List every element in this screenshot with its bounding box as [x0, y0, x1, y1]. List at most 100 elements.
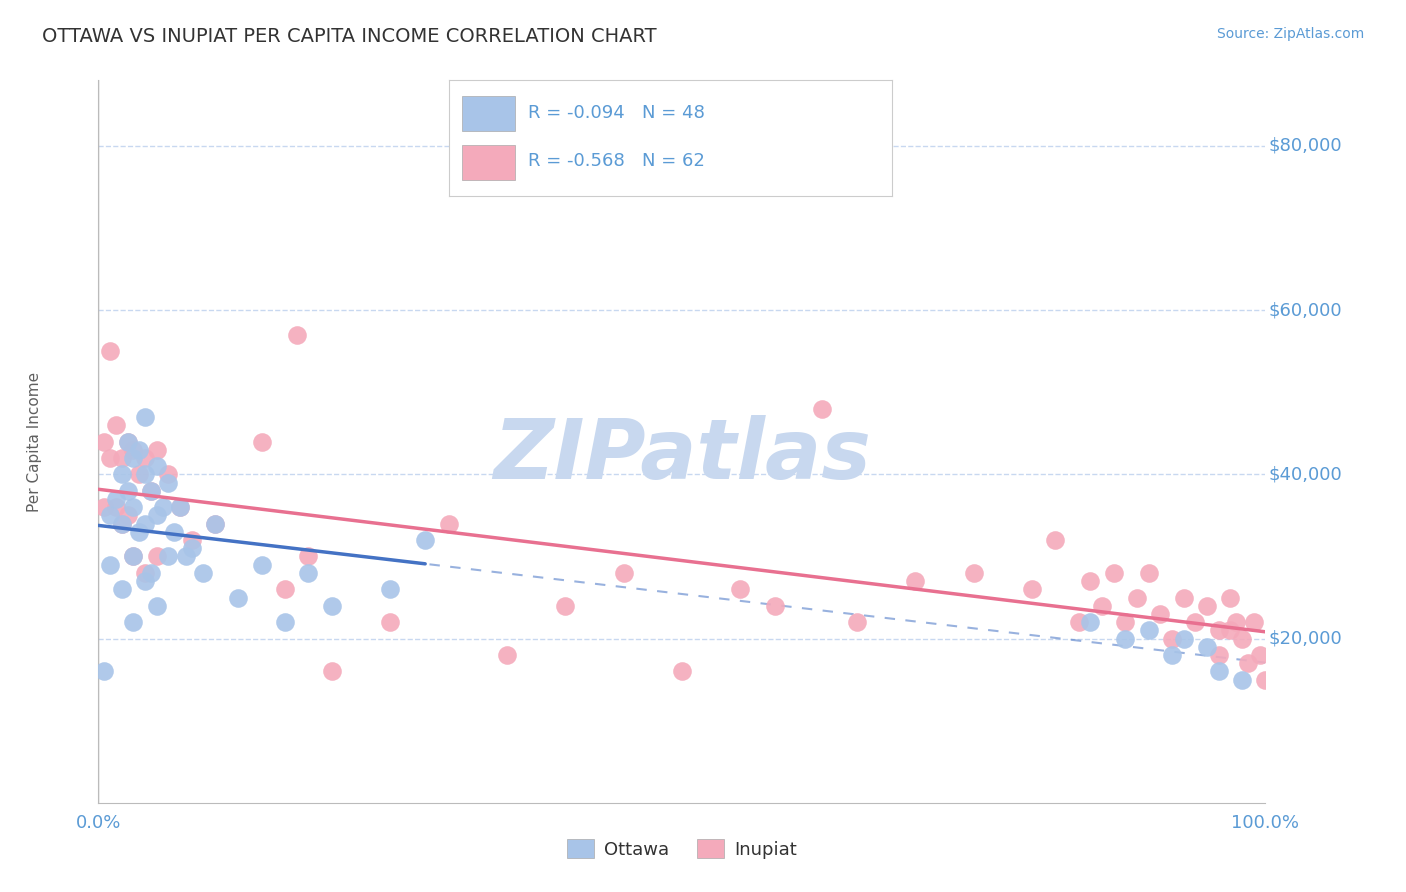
Point: [128, 524, 150, 539]
Point: [1254, 673, 1277, 687]
Point: [163, 524, 186, 539]
Point: [111, 450, 134, 465]
Point: [1080, 574, 1102, 588]
Point: [104, 500, 127, 515]
Point: [1208, 624, 1230, 638]
Point: [1045, 533, 1067, 547]
Point: [180, 533, 202, 547]
Point: [111, 516, 134, 531]
Point: [321, 599, 343, 613]
Text: $40,000: $40,000: [1268, 466, 1343, 483]
Point: [1230, 673, 1253, 687]
Point: [1230, 632, 1253, 646]
Text: $20,000: $20,000: [1268, 630, 1343, 648]
Point: [146, 599, 169, 613]
Point: [146, 459, 169, 474]
Point: [1080, 615, 1102, 630]
Point: [274, 582, 297, 597]
Point: [169, 500, 191, 515]
Point: [128, 442, 150, 457]
Point: [763, 599, 786, 613]
Point: [146, 549, 169, 564]
Point: [274, 615, 297, 630]
Point: [128, 467, 150, 482]
Point: [117, 434, 139, 449]
Point: [1237, 657, 1260, 671]
Point: [111, 467, 134, 482]
Point: [204, 516, 226, 531]
Point: [1195, 599, 1218, 613]
Legend: Ottawa, Inupiat: Ottawa, Inupiat: [560, 832, 804, 866]
Point: [1114, 615, 1136, 630]
Point: [380, 582, 402, 597]
Point: [204, 516, 226, 531]
Point: [1208, 648, 1230, 662]
Point: [93, 434, 115, 449]
Point: [1137, 566, 1160, 580]
Text: Source: ZipAtlas.com: Source: ZipAtlas.com: [1216, 27, 1364, 41]
Point: [437, 516, 460, 531]
Point: [228, 591, 250, 605]
Point: [139, 483, 162, 498]
Point: [1149, 607, 1171, 621]
Point: [1249, 648, 1271, 662]
Point: [1126, 591, 1149, 605]
Point: [1173, 632, 1195, 646]
Point: [111, 582, 134, 597]
Point: [134, 516, 156, 531]
Point: [98, 558, 121, 572]
Point: [1195, 640, 1218, 654]
Point: [1225, 615, 1247, 630]
Point: [134, 450, 156, 465]
Point: [730, 582, 752, 597]
Point: [93, 500, 115, 515]
Point: [380, 615, 402, 630]
Point: [134, 467, 156, 482]
Point: [496, 648, 519, 662]
Point: [152, 500, 174, 515]
Point: [98, 450, 121, 465]
Point: [671, 665, 693, 679]
Text: OTTAWA VS INUPIAT PER CAPITA INCOME CORRELATION CHART: OTTAWA VS INUPIAT PER CAPITA INCOME CORR…: [42, 27, 657, 45]
Point: [1173, 591, 1195, 605]
Point: [846, 615, 869, 630]
Point: [139, 566, 162, 580]
Point: [962, 566, 984, 580]
Text: Per Capita Income: Per Capita Income: [27, 371, 42, 512]
Point: [285, 327, 308, 342]
Point: [169, 500, 191, 515]
Point: [146, 508, 169, 523]
Point: [122, 615, 145, 630]
Point: [193, 566, 215, 580]
Point: [134, 566, 156, 580]
Point: [1208, 665, 1230, 679]
Point: [1021, 582, 1043, 597]
Point: [904, 574, 927, 588]
Text: $80,000: $80,000: [1268, 137, 1343, 155]
Point: [1161, 632, 1184, 646]
Point: [1184, 615, 1206, 630]
Point: [157, 549, 180, 564]
Point: [1091, 599, 1114, 613]
Point: [1161, 648, 1184, 662]
Point: [122, 450, 145, 465]
Point: [250, 434, 273, 449]
Point: [1243, 615, 1265, 630]
Point: [122, 442, 145, 457]
Point: [413, 533, 436, 547]
Point: [1219, 624, 1241, 638]
Point: [111, 516, 134, 531]
Point: [117, 508, 139, 523]
Point: [613, 566, 636, 580]
Point: [122, 500, 145, 515]
Point: [554, 599, 576, 613]
Point: [134, 409, 156, 424]
Point: [1067, 615, 1090, 630]
Point: [1114, 632, 1136, 646]
Point: [122, 549, 145, 564]
Point: [98, 508, 121, 523]
Point: [250, 558, 273, 572]
Point: [321, 665, 343, 679]
Point: [180, 541, 202, 556]
Point: [104, 418, 127, 433]
